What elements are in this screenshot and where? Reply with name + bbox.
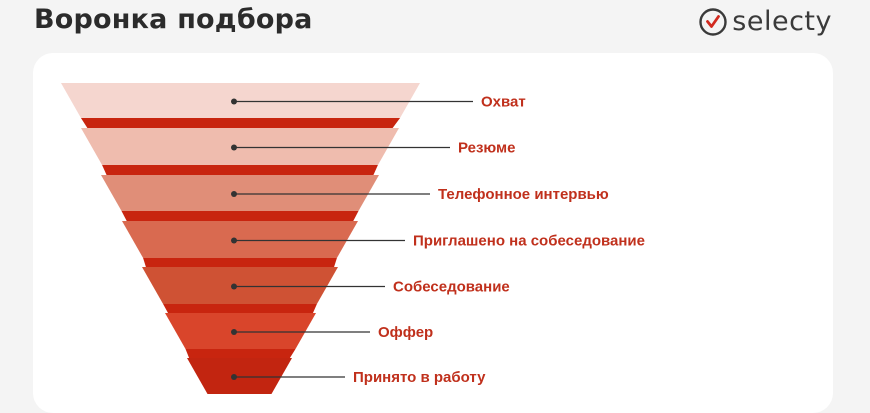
funnel-band (101, 175, 379, 211)
funnel-back-segment (143, 258, 337, 267)
funnel-stage-label: Охват (481, 94, 526, 111)
funnel-stage: Телефонное интервью (101, 175, 609, 211)
funnel-stage-label: Принято в работу (353, 369, 486, 386)
funnel-dot (231, 191, 237, 197)
funnel-stage: Принято в работу (187, 358, 486, 394)
funnel-dot (231, 329, 237, 335)
funnel-dot (231, 144, 237, 151)
funnel-band (81, 128, 399, 165)
logo-text: selecty (732, 6, 832, 37)
funnel-stage-label: Собеседование (393, 279, 510, 296)
funnel-dot (231, 237, 237, 244)
funnel-dot (231, 98, 237, 105)
funnel-band (165, 313, 316, 349)
funnel-stage: Охват (61, 83, 526, 118)
recruitment-funnel-diagram: Охват Резюме Телефонное интервью Приглашено… (61, 83, 645, 394)
funnel-back-segment (163, 304, 317, 313)
funnel-stage: Оффер (165, 313, 433, 349)
funnel-band (122, 221, 358, 258)
funnel-back-segment (121, 211, 359, 221)
funnel-band (142, 267, 338, 304)
funnel-band (61, 83, 420, 118)
funnel-back-segment (80, 118, 401, 128)
funnel-dot (231, 374, 237, 380)
funnel-stage: Резюме (81, 128, 515, 165)
funnel-stage: Собеседование (142, 267, 510, 304)
funnel-stage-label: Приглашено на собеседование (413, 233, 645, 250)
selecty-logo: selecty (698, 6, 832, 37)
funnel-back-segment (102, 165, 378, 175)
check-circle-icon (699, 7, 727, 36)
funnel-dot (231, 283, 237, 290)
funnel-back-segment (185, 349, 296, 358)
funnel-stage-label: Резюме (458, 140, 515, 157)
funnel-band (187, 358, 292, 394)
funnel-stage-label: Оффер (378, 324, 433, 341)
page-title: Воронка подбора (34, 4, 313, 35)
funnel-stage-label: Телефонное интервью (438, 186, 609, 203)
funnel-stage: Приглашено на собеседование (122, 221, 645, 258)
